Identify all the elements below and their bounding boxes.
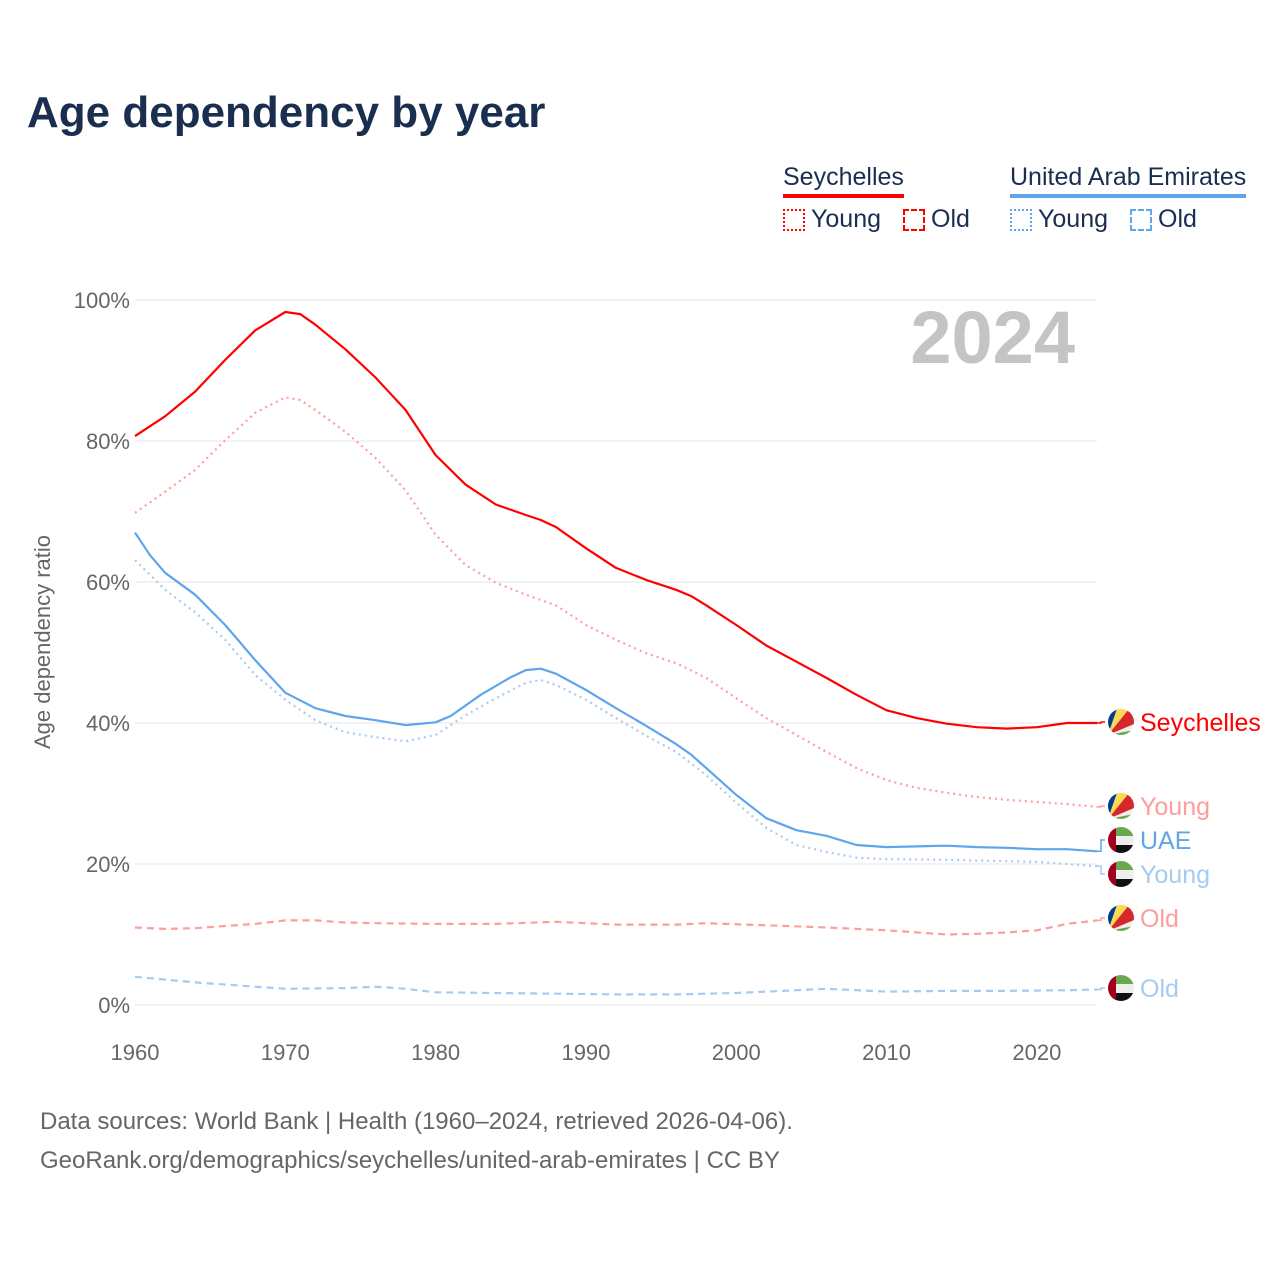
- legend-seychelles-old: Old: [903, 205, 970, 234]
- x-tick-label: 1960: [111, 1040, 160, 1065]
- dashed-swatch-icon: [903, 208, 925, 231]
- legend-seychelles: Seychelles: [783, 163, 904, 198]
- footer-sources: Data sources: World Bank | Health (1960–…: [40, 1108, 793, 1135]
- dotted-swatch-icon: [1010, 208, 1032, 231]
- chart-title: Age dependency by year: [27, 88, 546, 137]
- series-line-seychelles-old: [134, 919, 1098, 936]
- end-label: Old: [1140, 975, 1179, 1003]
- series-line-seychelles: [134, 310, 1097, 730]
- series-line-united-arab-emirates: [134, 531, 1098, 853]
- end-label: Old: [1140, 905, 1179, 933]
- end-label: UAE: [1140, 827, 1191, 855]
- end-label: Young: [1140, 793, 1210, 821]
- y-tick-label: 20%: [86, 852, 130, 877]
- y-tick-label: 100%: [74, 288, 130, 313]
- seychelles-flag-icon: [1108, 709, 1134, 735]
- x-tick-label: 1980: [411, 1040, 460, 1065]
- end-label: Young: [1140, 861, 1210, 889]
- year-watermark: 2024: [910, 296, 1075, 379]
- label-connector: [1097, 805, 1105, 808]
- uae-flag-icon: [1108, 827, 1134, 853]
- seychelles-flag-icon: [1108, 793, 1134, 819]
- label-connector: [1097, 917, 1105, 922]
- x-tick-label: 1990: [561, 1040, 610, 1065]
- x-tick-label: 1970: [261, 1040, 310, 1065]
- y-tick-label: 60%: [86, 570, 130, 595]
- uae-flag-icon: [1108, 975, 1134, 1001]
- legend-uae: United Arab Emirates: [1010, 163, 1247, 198]
- legend-uae-young: Young: [1010, 205, 1108, 234]
- uae-flag-icon: [1108, 861, 1134, 887]
- label-connector: [1097, 721, 1105, 724]
- label-connector: [1097, 987, 1105, 991]
- y-axis-label: Age dependency ratio: [30, 535, 55, 749]
- dotted-swatch-icon: [783, 208, 805, 231]
- y-tick-label: 0%: [98, 993, 130, 1018]
- legend-label: Old: [931, 205, 970, 233]
- y-tick-label: 80%: [86, 429, 130, 454]
- series-line-united-arab-emirates-young: [134, 559, 1098, 868]
- x-tick-label: 2000: [712, 1040, 761, 1065]
- legend-label: Young: [1038, 205, 1108, 233]
- footer-link[interactable]: GeoRank.org/demographics/seychelles/unit…: [40, 1147, 780, 1174]
- legend-label: Young: [811, 205, 881, 233]
- label-connector: [1097, 865, 1105, 875]
- label-connector: [1097, 839, 1105, 853]
- seychelles-flag-icon: [1108, 905, 1134, 931]
- legend-seychelles-young: Young: [783, 205, 881, 234]
- end-label: Seychelles: [1140, 709, 1261, 737]
- dashed-swatch-icon: [1130, 208, 1152, 231]
- legend-uae-old: Old: [1130, 205, 1197, 234]
- series-line-seychelles-young: [134, 396, 1098, 808]
- legend-label: Old: [1158, 205, 1197, 233]
- x-tick-label: 2020: [1012, 1040, 1061, 1065]
- x-tick-label: 2010: [862, 1040, 911, 1065]
- y-tick-label: 40%: [86, 711, 130, 736]
- series-line-united-arab-emirates-old: [134, 975, 1098, 996]
